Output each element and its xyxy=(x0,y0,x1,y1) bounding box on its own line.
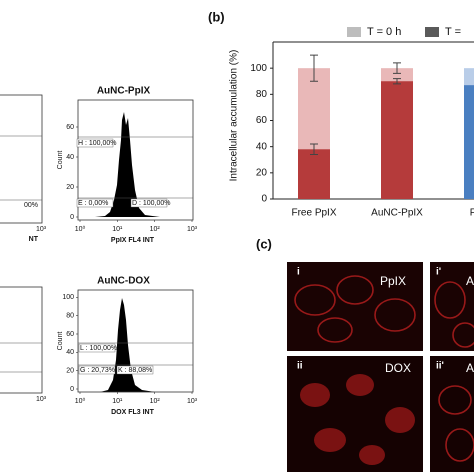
histogram-shape xyxy=(95,112,160,217)
y-tick-label: 100 xyxy=(250,63,267,74)
y-tick-label: 60 xyxy=(66,331,74,338)
plot-box xyxy=(77,99,194,221)
gate-box xyxy=(76,198,114,208)
legend-swatch xyxy=(347,27,361,37)
y-tick-label: 80 xyxy=(66,313,74,320)
image-tag: i xyxy=(297,267,300,278)
y-tick-label: 80 xyxy=(256,89,268,100)
x-tick-label: 10³ xyxy=(36,226,47,233)
x-tick-label: Free xyxy=(470,208,474,219)
legend-swatch xyxy=(425,27,439,37)
gate-box xyxy=(78,343,116,353)
partial-plot-box xyxy=(0,94,43,224)
legend-label: T = 0 h xyxy=(367,26,401,38)
x-tick-label: 10³ xyxy=(187,226,198,233)
y-tick-label: 20 xyxy=(66,368,74,375)
y-tick-label: 100 xyxy=(62,294,74,301)
gate-text: D : 100,00% xyxy=(132,200,171,207)
y-tick-label: 40 xyxy=(256,141,268,152)
gate-text: L : 100,00% xyxy=(80,345,117,352)
gate-box xyxy=(76,138,114,148)
bar xyxy=(464,85,474,199)
y-tick-label: 40 xyxy=(66,349,74,356)
gate-text: E : 0,00% xyxy=(78,200,108,207)
x-tick-label: 10² xyxy=(150,398,161,405)
error-bar xyxy=(393,62,401,74)
bar xyxy=(381,81,413,199)
y-tick-label: 20 xyxy=(66,184,74,191)
error-bar xyxy=(310,54,318,82)
image-name: DOX xyxy=(385,361,411,375)
gate-text: G : 20,73% xyxy=(80,367,115,374)
y-tick-label: 0 xyxy=(70,214,74,221)
gate-text: H : 100,00% xyxy=(78,140,117,147)
x-tick-label: 10³ xyxy=(36,396,47,403)
micrograph xyxy=(287,262,474,472)
x-tick-label: AuNC-PpIX xyxy=(371,208,423,219)
image-name: A xyxy=(466,361,474,375)
gate-text: 00% xyxy=(24,202,38,209)
panel-title: AuNC-PpIX xyxy=(97,86,151,97)
x-label: DOX FL3 INT xyxy=(111,409,155,416)
error-bar xyxy=(310,143,318,156)
image-tag: ii xyxy=(297,361,303,372)
image-name: A xyxy=(466,274,474,288)
x-tick-label: 10¹ xyxy=(112,398,123,405)
error-bar xyxy=(393,78,401,85)
gate-box xyxy=(78,365,116,375)
image-tag: i' xyxy=(436,267,441,278)
y-tick-label: 0 xyxy=(70,386,74,393)
x-label: PpIX FL4 INT xyxy=(111,237,155,244)
x-label: NT xyxy=(29,236,39,243)
y-label: Count xyxy=(57,151,64,170)
y-tick-label: 20 xyxy=(256,167,268,178)
x-tick-label: Free PpIX xyxy=(291,208,336,219)
panel-label: (b) xyxy=(208,9,225,24)
y-tick-label: 60 xyxy=(256,115,268,126)
partial-plot-box xyxy=(0,286,43,394)
x-tick-label: 10³ xyxy=(187,398,198,405)
x-tick-label: 10¹ xyxy=(112,226,123,233)
x-tick-label: 10⁰ xyxy=(75,225,86,233)
y-tick-label: 40 xyxy=(66,154,74,161)
gate-box xyxy=(130,198,168,208)
x-tick-label: 10⁰ xyxy=(75,397,86,405)
image-name: PpIX xyxy=(380,274,406,288)
histogram-shape xyxy=(100,298,155,392)
y-label: Count xyxy=(57,332,64,351)
y-label: Intracellular accumulation (%) xyxy=(229,50,240,182)
y-tick-label: 0 xyxy=(261,194,267,205)
gate-text: K : 88,08% xyxy=(118,367,152,374)
plot-box xyxy=(77,289,194,393)
image-tag: ii' xyxy=(436,361,444,372)
y-tick-label: 60 xyxy=(66,124,74,131)
x-tick-label: 10² xyxy=(150,226,161,233)
legend-label: T = xyxy=(445,26,461,38)
panel-title: AuNC-DOX xyxy=(97,276,150,287)
bar xyxy=(298,149,330,199)
panel-label: (c) xyxy=(256,236,272,251)
gate-box xyxy=(116,365,154,375)
